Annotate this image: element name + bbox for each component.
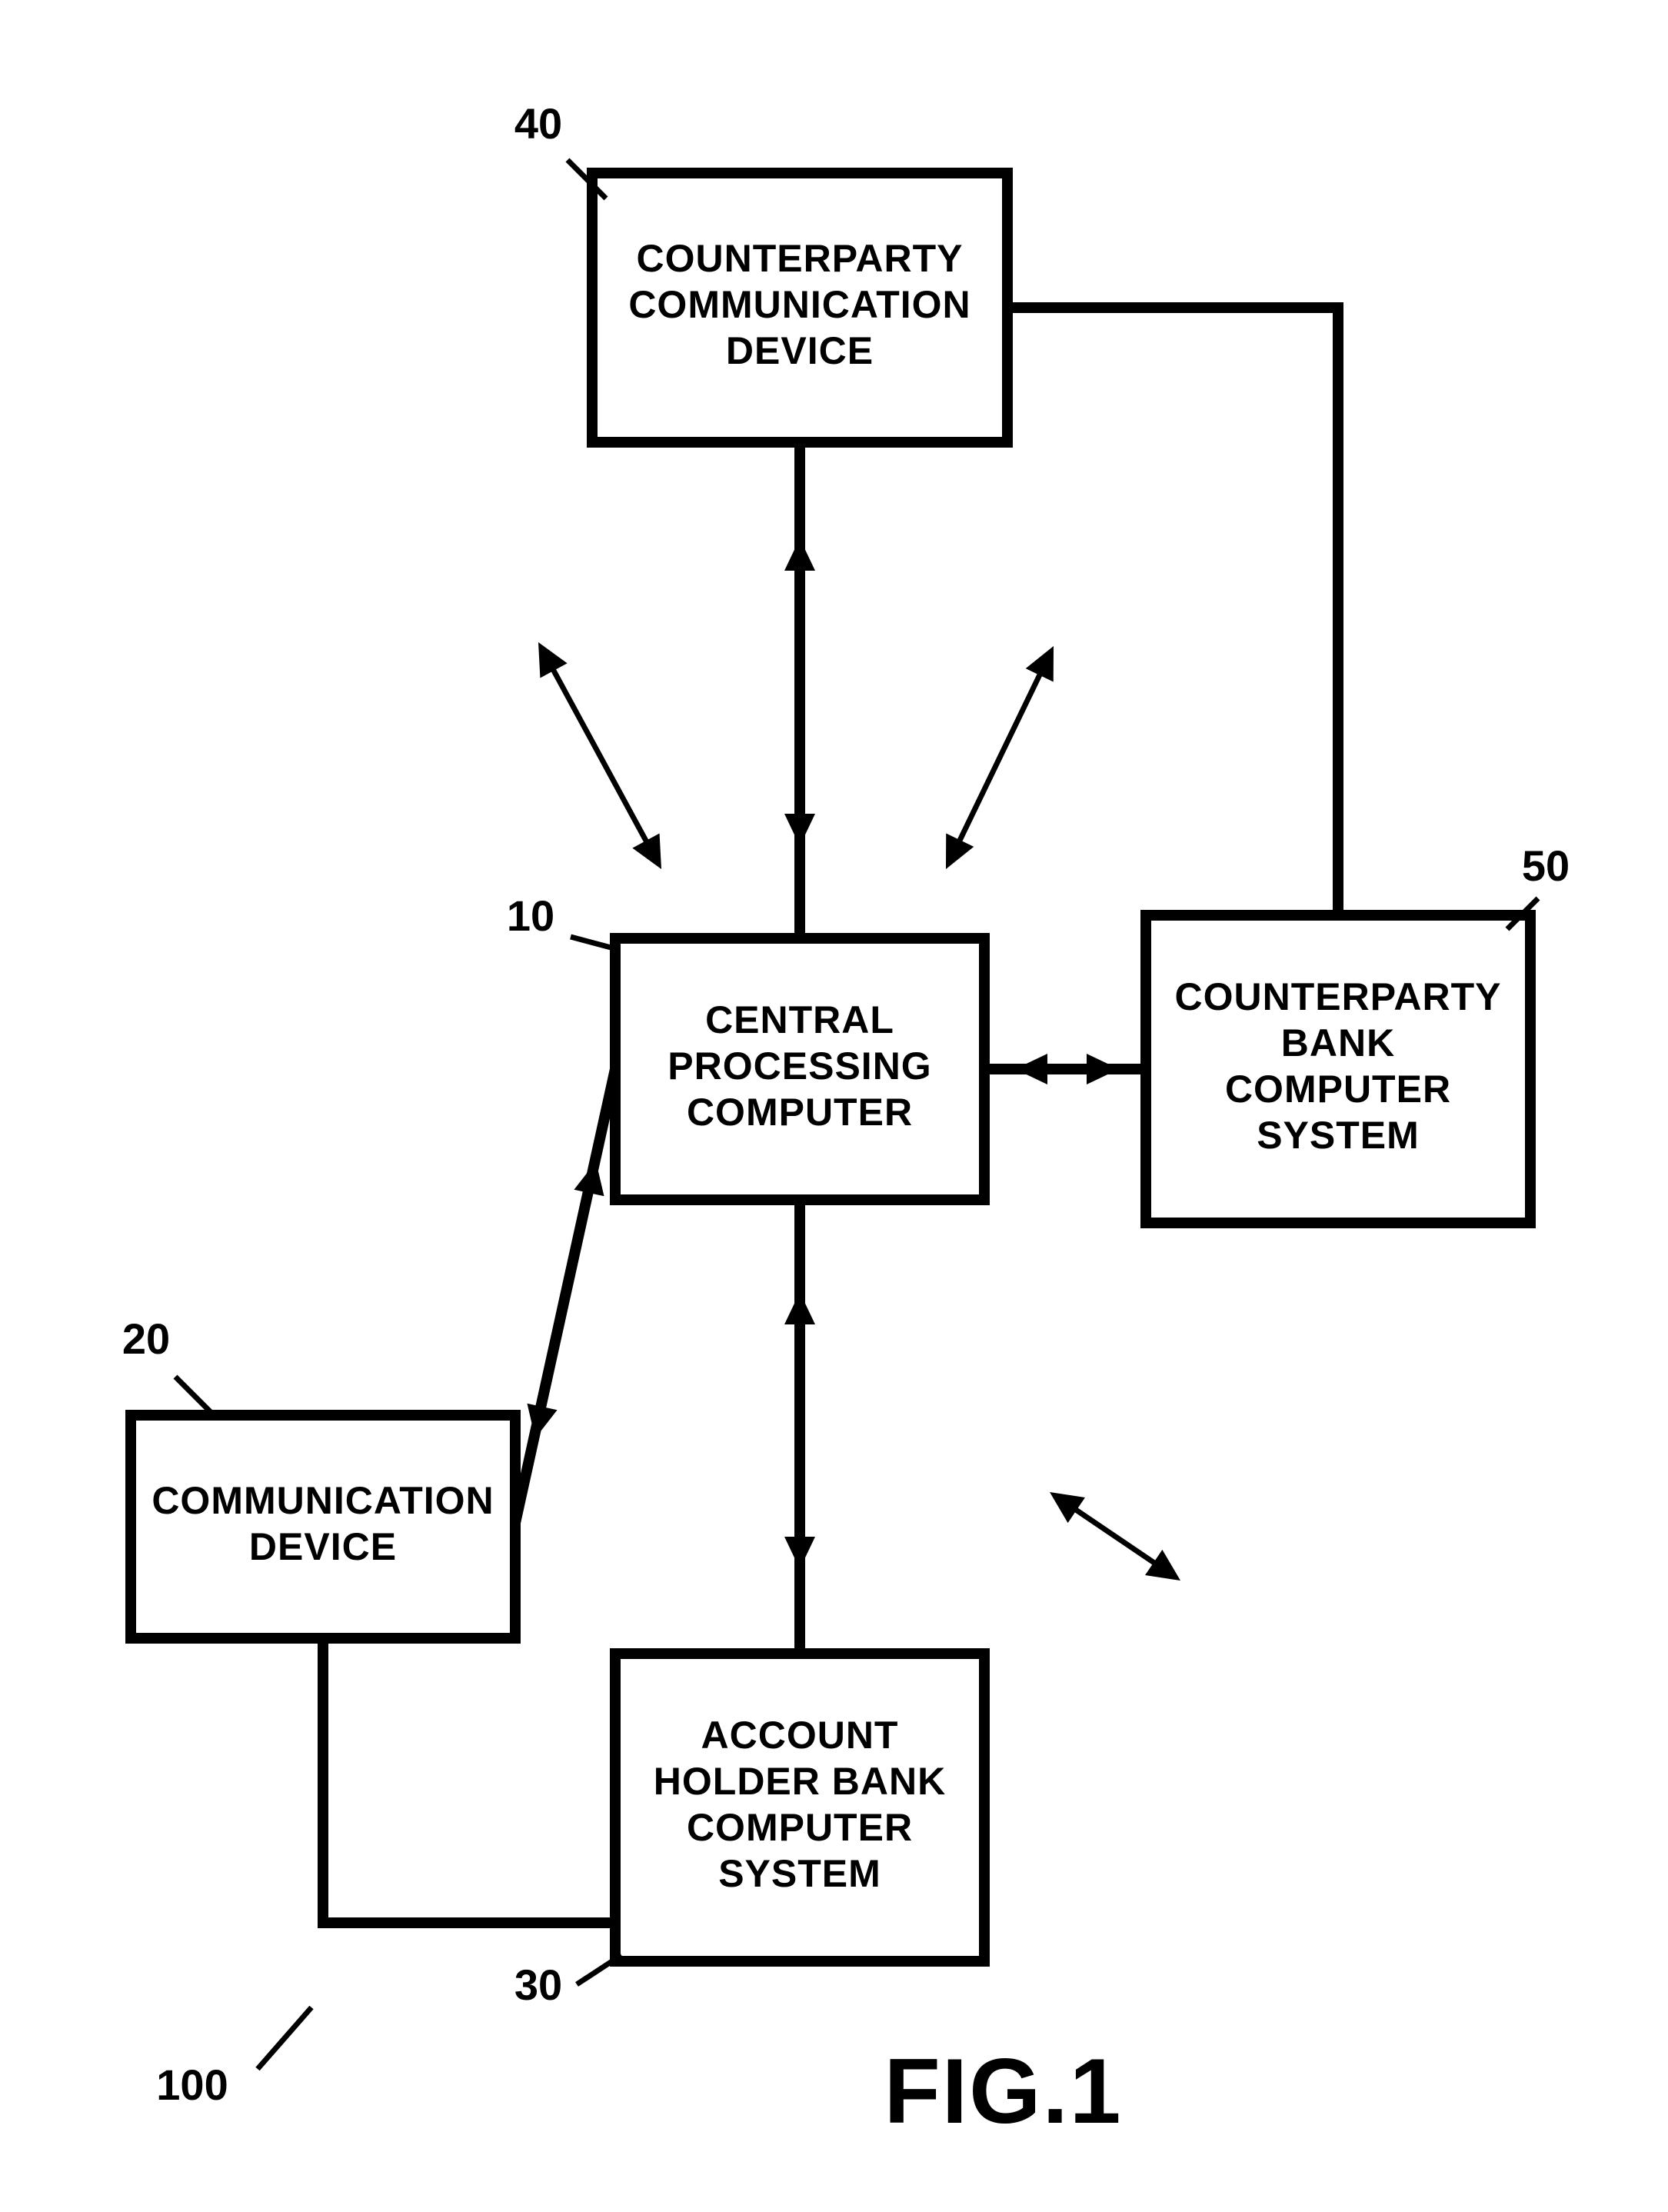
bidirectional-arrow xyxy=(539,1181,591,1420)
box-account_bank-label-line: HOLDER BANK xyxy=(654,1760,946,1803)
arrowhead-icon xyxy=(784,538,815,571)
box-counterparty_bank-label-line: COUNTERPARTY xyxy=(1175,975,1502,1018)
arrowhead-icon xyxy=(784,1537,815,1569)
ref-label-central: 10 xyxy=(507,891,554,940)
ref-label-comm_device: 20 xyxy=(122,1314,170,1363)
box-counterparty_bank: COUNTERPARTYBANKCOMPUTERSYSTEM 50 xyxy=(1146,841,1570,1223)
ref-label-account_bank: 30 xyxy=(514,1960,562,2009)
box-central-label-line: CENTRAL xyxy=(705,998,894,1041)
ref-label-counterparty_comm: 40 xyxy=(514,99,562,148)
system-ref-label: 100 xyxy=(156,2060,228,2109)
arrowhead-icon xyxy=(1145,1550,1180,1581)
arrowhead-icon xyxy=(1015,1054,1047,1084)
box-central-label-line: PROCESSING xyxy=(668,1044,931,1088)
arrowhead-icon xyxy=(784,1292,815,1324)
box-account_bank-label-line: SYSTEM xyxy=(718,1852,881,1895)
ref-tick-comm_device xyxy=(175,1377,214,1415)
box-counterparty_bank-label-line: BANK xyxy=(1281,1021,1395,1064)
bidirectional-arrow xyxy=(548,659,652,852)
box-counterparty_comm-label-line: DEVICE xyxy=(726,329,874,372)
box-central-label-line: COMPUTER xyxy=(687,1091,913,1134)
arrowhead-icon xyxy=(1087,1054,1119,1084)
ref-label-counterparty_bank: 50 xyxy=(1522,841,1570,890)
arrowhead-icon xyxy=(784,814,815,846)
box-account_bank-label-line: COMPUTER xyxy=(687,1806,913,1849)
box-account_bank-label-line: ACCOUNT xyxy=(701,1714,899,1757)
box-counterparty_comm: COUNTERPARTYCOMMUNICATIONDEVICE 40 xyxy=(514,99,1007,442)
connector-line xyxy=(1007,308,1338,915)
box-comm_device-label-line: COMMUNICATION xyxy=(151,1479,494,1522)
connector-line xyxy=(323,1638,615,1923)
box-counterparty_bank-label-line: COMPUTER xyxy=(1225,1068,1451,1111)
box-account_bank: ACCOUNTHOLDER BANKCOMPUTERSYSTEM 30 xyxy=(514,1654,984,2009)
box-counterparty_bank-label-line: SYSTEM xyxy=(1257,1114,1420,1157)
figure-label: FIG.1 xyxy=(884,2040,1122,2143)
box-counterparty_comm-label-line: COMMUNICATION xyxy=(628,283,971,326)
bidirectional-arrow xyxy=(1066,1503,1164,1570)
box-comm_device-label-line: DEVICE xyxy=(249,1525,397,1568)
arrowhead-icon xyxy=(1050,1492,1085,1523)
bidirectional-arrow xyxy=(954,664,1045,852)
system-ref-tick xyxy=(258,2007,311,2069)
box-comm_device: COMMUNICATIONDEVICE 20 xyxy=(122,1314,515,1638)
box-counterparty_comm-label-line: COUNTERPARTY xyxy=(637,237,964,280)
ref-tick-account_bank xyxy=(577,1955,621,1984)
box-central: CENTRALPROCESSINGCOMPUTER 10 xyxy=(507,891,984,1200)
